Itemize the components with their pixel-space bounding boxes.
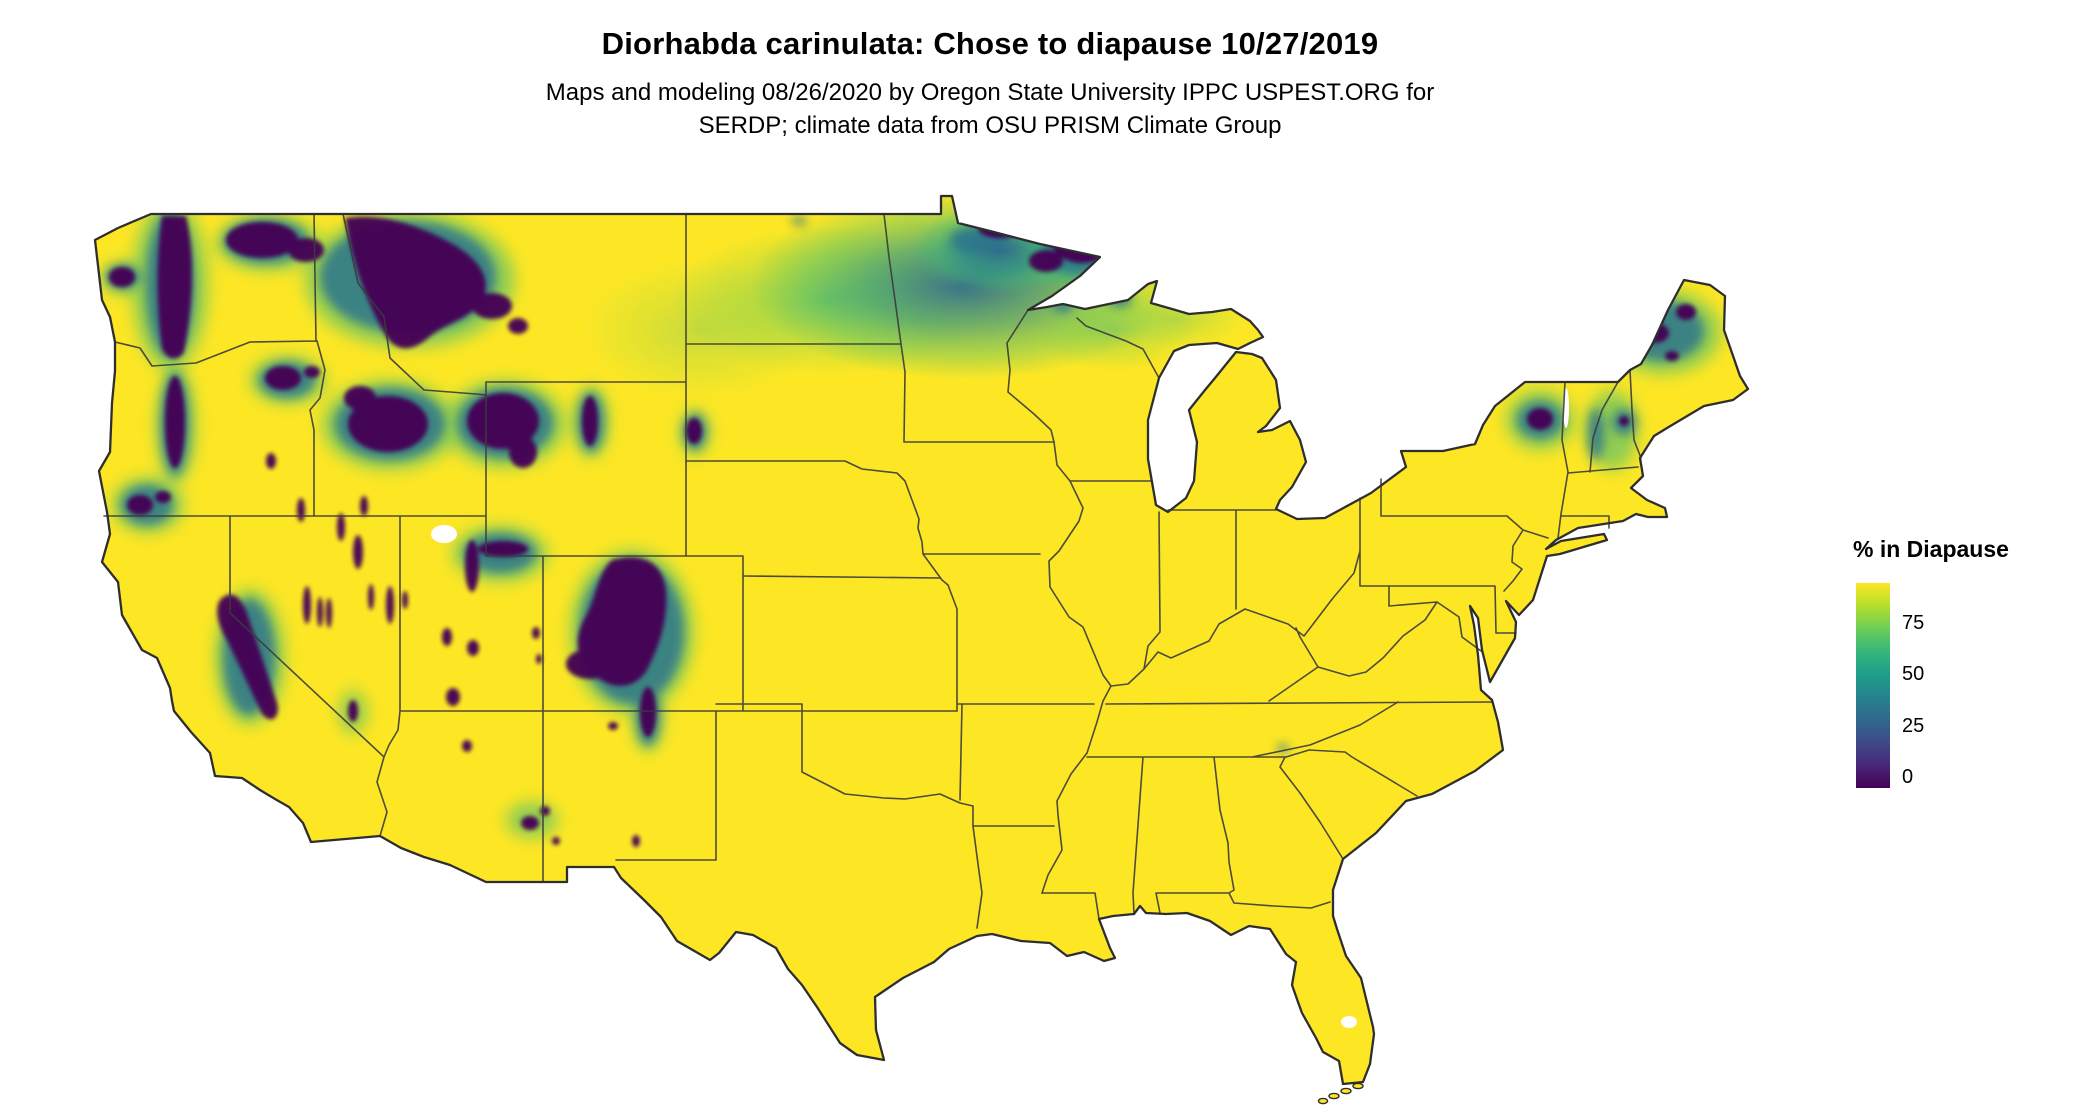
- legend-title: % in Diapause: [1853, 536, 2009, 562]
- florida-keys: [1317, 1082, 1364, 1105]
- legend-tick-75: 75: [1902, 612, 1925, 634]
- us-outline: [93, 194, 1750, 1086]
- map-header: Diorhabda carinulata: Chose to diapause …: [0, 0, 1980, 142]
- page-title: Diorhabda carinulata: Chose to diapause …: [601, 26, 1379, 61]
- map-subtitle: Maps and modeling 08/26/2020 by Oregon S…: [0, 62, 1980, 142]
- state-borders: [103, 213, 1642, 929]
- raster-purple-zones: [109, 216, 1696, 847]
- legend-tick-50: 50: [1902, 663, 1925, 685]
- legend: % in Diapause 75 50 25 0: [1853, 536, 2093, 788]
- legend-gradient: [1856, 583, 1890, 788]
- legend-tick-0: 0: [1902, 766, 1914, 788]
- subtitle-line-2: SERDP; climate data from OSU PRISM Clima…: [698, 112, 1282, 139]
- inland-lakes: [431, 388, 1569, 1028]
- legend-tick-25: 25: [1902, 715, 1925, 737]
- subtitle-line-1: Maps and modeling 08/26/2020 by Oregon S…: [545, 79, 1435, 106]
